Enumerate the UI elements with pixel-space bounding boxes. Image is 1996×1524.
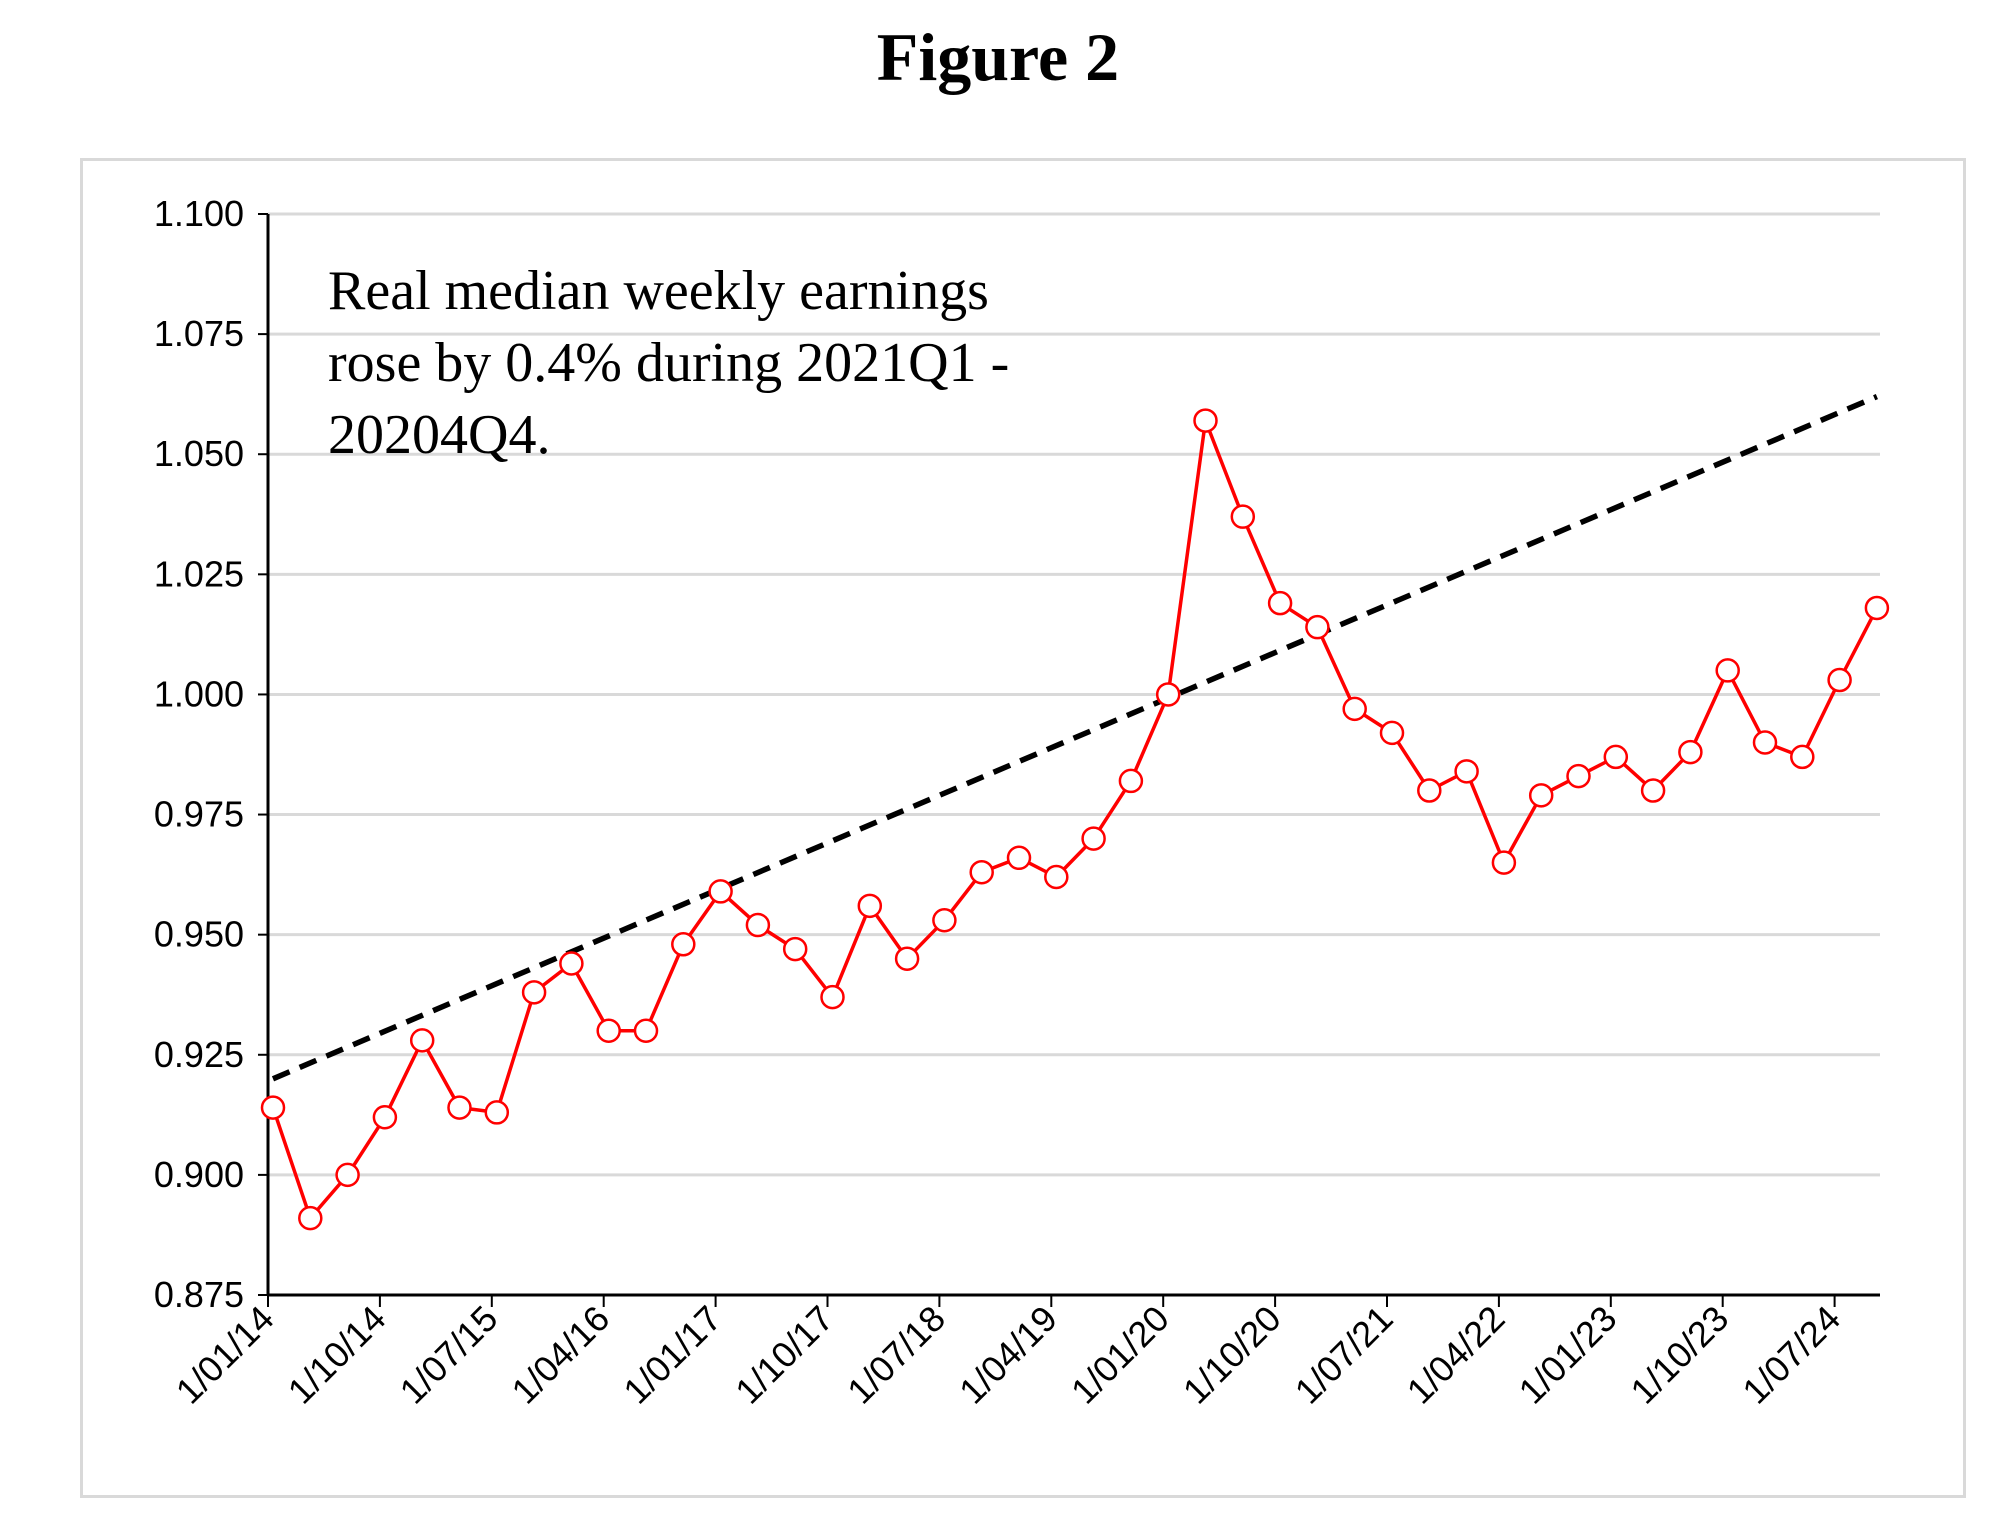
trend-line xyxy=(271,394,1878,1082)
data-point xyxy=(1528,783,1554,808)
x-tick-label: 1/04/19 xyxy=(951,1298,1065,1412)
y-tick-label: 1.050 xyxy=(154,433,244,474)
data-point xyxy=(260,1095,286,1120)
y-tick-label: 1.025 xyxy=(154,553,244,594)
x-tick-label: 1/07/15 xyxy=(392,1298,506,1412)
data-point xyxy=(782,936,808,962)
data-point xyxy=(1118,768,1144,794)
annotation: Real median weekly earnings rose by 0.4%… xyxy=(328,260,1009,466)
data-point xyxy=(708,879,733,904)
y-tick-label: 0.875 xyxy=(154,1274,244,1315)
data-point xyxy=(1790,744,1815,770)
y-tick-label: 1.100 xyxy=(154,193,244,234)
x-tick-label: 1/07/24 xyxy=(1734,1298,1848,1412)
data-point xyxy=(1379,720,1405,746)
data-point xyxy=(1193,408,1218,433)
data-point xyxy=(671,932,696,957)
data-point xyxy=(1044,864,1069,890)
x-tick-label: 1/04/16 xyxy=(503,1298,617,1412)
data-point xyxy=(820,984,845,1010)
trend-line xyxy=(271,394,1878,1082)
data-point xyxy=(969,859,994,885)
data-point xyxy=(857,893,883,919)
annotation-line-1: Real median weekly earnings xyxy=(328,260,989,322)
annotation-line-2: rose by 0.4% during 2021Q1 - xyxy=(328,332,1009,394)
x-tick-label: 1/01/17 xyxy=(615,1298,729,1412)
y-tick-label: 1.075 xyxy=(154,313,244,354)
data-point xyxy=(1678,739,1703,765)
series-line xyxy=(271,418,1879,1220)
data-point xyxy=(1715,658,1740,683)
data-point xyxy=(1640,778,1666,803)
data-point xyxy=(372,1104,398,1130)
data-point xyxy=(1491,850,1517,875)
data-point xyxy=(484,1100,510,1125)
data-point xyxy=(1267,590,1293,616)
gridlines xyxy=(258,212,1880,1296)
data-point xyxy=(1342,696,1367,722)
data-point xyxy=(1417,778,1442,803)
data-point xyxy=(1827,667,1852,693)
data-point xyxy=(633,1018,659,1044)
data-point xyxy=(447,1095,472,1120)
data-point xyxy=(1230,504,1256,529)
x-tick-label: 1/01/23 xyxy=(1511,1298,1625,1412)
data-point xyxy=(521,980,547,1005)
x-tick-label: 1/07/21 xyxy=(1287,1298,1401,1412)
chart-frame: 1.100 1.075 1.050 1.025 1.000 0.975 0.950 0.925… xyxy=(80,158,1966,1498)
data-point xyxy=(894,946,920,971)
line-chart: 1.100 1.075 1.050 1.025 1.000 0.975 0.950 0.925… xyxy=(154,193,1890,1412)
data-point xyxy=(1155,682,1181,707)
data-point xyxy=(409,1028,435,1053)
figure-title: Figure 2 xyxy=(876,19,1120,95)
data-point xyxy=(1305,614,1330,640)
data-point xyxy=(335,1162,360,1188)
data-point xyxy=(1864,595,1890,621)
x-tick-label: 1/10/17 xyxy=(727,1298,841,1412)
x-tick-label: 1/07/18 xyxy=(839,1298,953,1412)
x-tick-label: 1/10/14 xyxy=(280,1298,394,1412)
x-tick-label: 1/01/20 xyxy=(1063,1298,1177,1412)
annotation-line-3: 20204Q4. xyxy=(328,404,550,466)
data-point xyxy=(1566,763,1591,789)
y-tick-labels: 1.100 1.075 1.050 1.025 1.000 0.975 0.950 0.925… xyxy=(154,193,244,1315)
x-tick-label: 1/10/23 xyxy=(1622,1298,1736,1412)
data-point xyxy=(932,908,957,933)
data-point xyxy=(745,912,771,938)
data-point xyxy=(596,1018,621,1044)
x-tick-label: 1/10/20 xyxy=(1175,1298,1289,1412)
y-tick-label: 0.975 xyxy=(154,794,244,835)
y-tick-label: 0.925 xyxy=(154,1034,244,1075)
data-point xyxy=(559,951,584,976)
data-point xyxy=(1752,730,1778,755)
data-point xyxy=(1006,845,1032,871)
data-point xyxy=(298,1205,323,1231)
x-tick-labels: 1/01/141/10/141/07/151/04/161/01/171/10/… xyxy=(168,1295,1848,1412)
data-point xyxy=(1454,759,1479,784)
data-point xyxy=(1081,826,1106,851)
x-tick-label: 1/04/22 xyxy=(1399,1298,1513,1412)
earnings-series xyxy=(260,408,1890,1231)
y-tick-label: 0.900 xyxy=(154,1154,244,1195)
data-point xyxy=(1603,744,1629,770)
y-tick-label: 1.000 xyxy=(154,673,244,714)
y-tick-label: 0.950 xyxy=(154,914,244,955)
